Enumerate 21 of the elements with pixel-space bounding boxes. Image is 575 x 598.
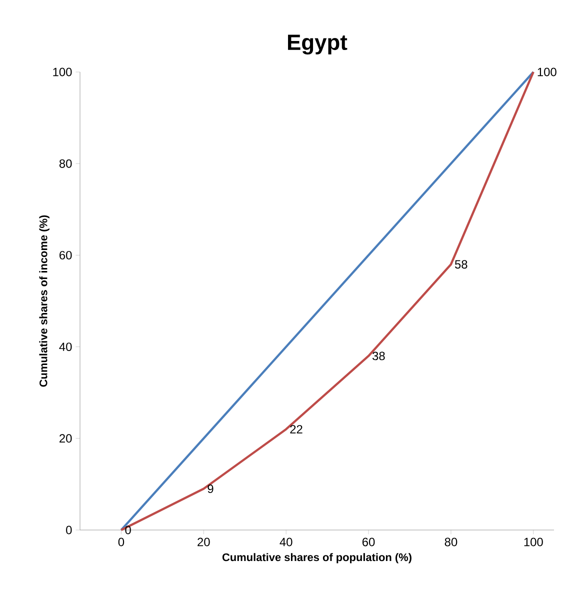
data-label: 58 — [454, 260, 468, 269]
x-tick-label: 40 — [280, 538, 292, 546]
x-axis-title: Cumulative shares of population (%) — [222, 553, 412, 564]
y-tick-label: 80 — [59, 159, 72, 168]
data-label: 100 — [538, 68, 556, 76]
y-tick-label: 20 — [60, 434, 72, 443]
y-tick-label: 100 — [53, 68, 72, 76]
x-tick-label: 0 — [118, 538, 124, 546]
data-label: 22 — [290, 425, 302, 434]
x-tick-label: 60 — [362, 538, 375, 546]
data-label: 38 — [372, 352, 385, 360]
chart-title: Egypt — [288, 34, 348, 54]
x-tick-label: 80 — [444, 538, 458, 546]
data-label: 0 — [125, 526, 131, 534]
y-axis-title: Cumulative shares of income (%) — [39, 215, 50, 387]
y-tick-label: 0 — [66, 526, 72, 534]
x-tick-label: 100 — [524, 538, 543, 546]
data-label: 9 — [208, 484, 214, 494]
x-tick-label: 20 — [198, 538, 210, 546]
y-tick-label: 60 — [60, 250, 72, 260]
y-tick-label: 40 — [59, 342, 72, 352]
